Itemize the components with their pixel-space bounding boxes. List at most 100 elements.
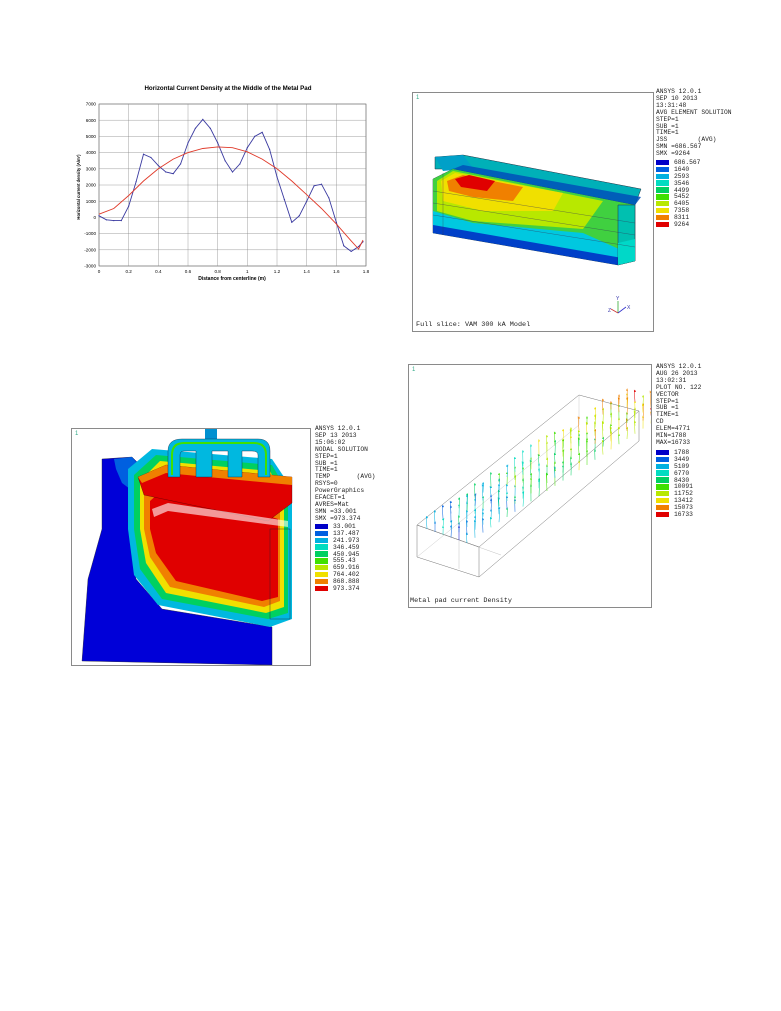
vector-arrow bbox=[506, 464, 509, 478]
legend-label: 241.973 bbox=[333, 536, 360, 544]
series-point bbox=[172, 173, 174, 175]
legend-entry: 7358 bbox=[656, 207, 700, 214]
legend-swatch bbox=[315, 565, 328, 571]
legend-entry: 33.001 bbox=[315, 523, 359, 530]
vector-arrowhead bbox=[634, 400, 636, 403]
y-axis-label: Horizontal current density (A/m²) bbox=[76, 154, 81, 220]
vector-arrow bbox=[594, 414, 597, 428]
legend-label: 2593 bbox=[674, 172, 690, 180]
vector-arrowhead bbox=[562, 465, 564, 468]
triad-x-label: X bbox=[627, 305, 631, 311]
header-line: AVRES=Mat bbox=[315, 500, 350, 508]
legend-label: 764.402 bbox=[333, 571, 360, 579]
triad-y-label: Y bbox=[616, 296, 620, 302]
legend-entry: 973.374 bbox=[315, 585, 359, 592]
legend-entry: 555.43 bbox=[315, 557, 359, 564]
series-point bbox=[157, 164, 159, 167]
legend-swatch bbox=[656, 504, 669, 511]
legend-entry: 868.888 bbox=[315, 578, 359, 585]
legend-label: 10091 bbox=[674, 483, 693, 491]
y-tick-label: 3000 bbox=[86, 166, 97, 171]
legend-swatch bbox=[656, 166, 669, 173]
series-point bbox=[298, 215, 300, 217]
vector-arrow bbox=[514, 475, 517, 488]
legend-entry: 8430 bbox=[656, 477, 693, 484]
jss-legend: 686.567 1640 2593 3546 4499 5452 6405 7358 8311 9… bbox=[656, 159, 700, 228]
legend-entry: 241.973 bbox=[315, 537, 359, 544]
vector-arrow bbox=[442, 518, 445, 527]
series-point bbox=[202, 118, 204, 120]
series-point bbox=[105, 219, 108, 221]
vector-arrow bbox=[514, 457, 516, 472]
vector-arrowhead bbox=[514, 457, 516, 460]
current-vectors bbox=[425, 388, 651, 544]
y-tick-labels: 7000 6000 5000 4000 3000 2000 1000 0 -1000 -2000 -… bbox=[84, 102, 96, 269]
vector-arrow bbox=[498, 506, 501, 523]
header-line: CD bbox=[656, 418, 664, 426]
header-line: SUB =1 bbox=[656, 122, 679, 130]
header-line: VECTOR bbox=[656, 390, 679, 398]
chart-title: Horizontal Current Density at the Middle… bbox=[144, 85, 311, 92]
series-point bbox=[320, 183, 323, 185]
legend-swatch bbox=[315, 537, 328, 543]
header-line: ANSYS 12.0.1 bbox=[315, 425, 361, 432]
legend-label: 555.43 bbox=[333, 557, 356, 565]
vector-arrowhead bbox=[522, 450, 524, 453]
series-point bbox=[194, 127, 197, 129]
legend-label: 1788 bbox=[674, 448, 690, 456]
legend-entry: 137.487 bbox=[315, 530, 359, 537]
legend-label: 973.374 bbox=[333, 584, 360, 592]
vector-arrow bbox=[489, 486, 492, 496]
legend-swatch bbox=[656, 470, 669, 476]
x-tick-label: 1.6 bbox=[333, 269, 340, 274]
legend-swatch bbox=[656, 207, 669, 214]
vector-arrow bbox=[626, 426, 628, 440]
y-tick-label: 1000 bbox=[86, 199, 97, 204]
vector-arrowhead bbox=[586, 416, 588, 419]
series-point bbox=[246, 147, 248, 149]
vector-arrow bbox=[482, 518, 484, 533]
vector-arrowhead bbox=[570, 427, 572, 430]
vector-arrowhead bbox=[538, 439, 540, 442]
header-line: SEP 13 2013 bbox=[315, 431, 357, 439]
vector-arrow bbox=[466, 520, 468, 536]
vector-arrowhead bbox=[546, 435, 548, 438]
vector-arrowhead bbox=[602, 421, 604, 424]
series-point bbox=[142, 153, 145, 155]
vector-header: ANSYS 12.0.1 AUG 26 2013 13:02:31 PLOT NO. … bbox=[656, 363, 701, 447]
vector-arrow bbox=[481, 484, 484, 501]
vector-arrowhead bbox=[650, 411, 651, 414]
vector-arrow bbox=[498, 489, 500, 507]
legend-label: 659.916 bbox=[333, 564, 360, 572]
legend-entry: 8311 bbox=[656, 214, 700, 221]
vector-arrow bbox=[610, 412, 612, 426]
vector-arrowhead bbox=[554, 452, 556, 455]
legend-entry: 3546 bbox=[656, 180, 700, 187]
vector-arrow bbox=[434, 510, 436, 524]
header-line: MAX=16733 bbox=[656, 438, 691, 446]
vector-arrow bbox=[610, 431, 612, 450]
vector-arrow bbox=[546, 473, 548, 492]
header-line: EFACET=1 bbox=[315, 494, 346, 502]
header-line: JSS (AVG) bbox=[656, 136, 717, 144]
legend-swatch bbox=[656, 173, 669, 179]
legend-label: 137.487 bbox=[333, 529, 360, 537]
header-line: ANSYS 12.0.1 bbox=[656, 88, 702, 95]
legend-entry: 11752 bbox=[656, 490, 693, 497]
legend-label: 1640 bbox=[674, 165, 690, 173]
series-point bbox=[313, 185, 315, 187]
y-tick-label: -3000 bbox=[84, 264, 96, 269]
vector-arrowhead bbox=[538, 463, 540, 466]
vector-arrowhead bbox=[578, 433, 580, 436]
legend-swatch bbox=[656, 187, 669, 193]
legend-swatch bbox=[656, 463, 669, 469]
legend-label: 346.459 bbox=[333, 543, 360, 551]
vector-arrow bbox=[442, 505, 444, 519]
vector-arrowhead bbox=[554, 431, 556, 434]
legend-label: 6405 bbox=[674, 200, 690, 208]
header-line: SMN =686.567 bbox=[656, 143, 702, 151]
vector-arrowhead bbox=[458, 515, 460, 518]
legend-entry: 6405 bbox=[656, 200, 700, 207]
vector-arrowhead bbox=[562, 429, 564, 432]
vector-arrowhead bbox=[442, 505, 444, 508]
